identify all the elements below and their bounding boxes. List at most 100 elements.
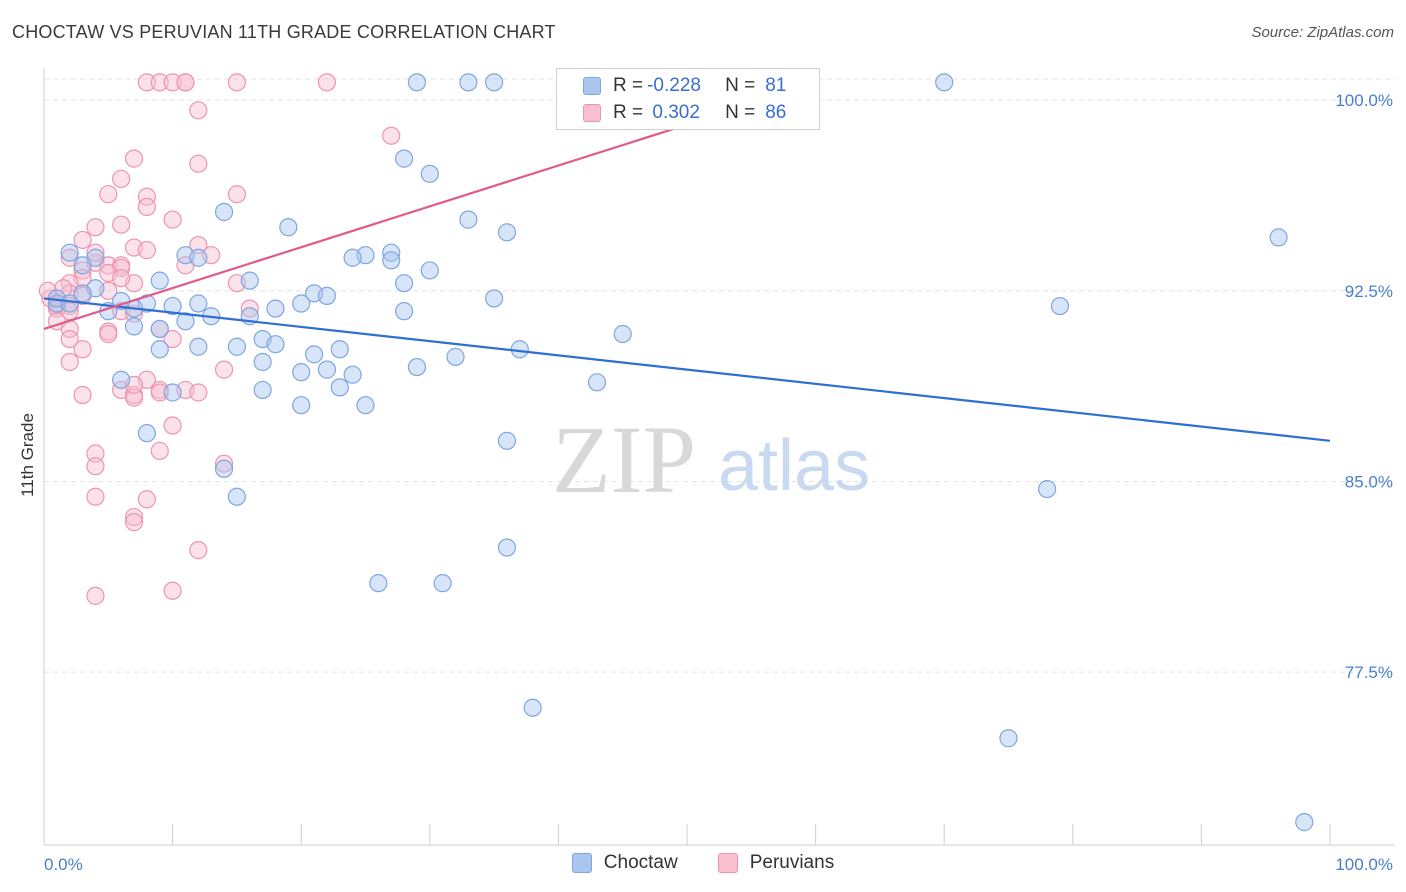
data-point-choctaw xyxy=(150,271,169,290)
data-point-peruvians xyxy=(214,360,234,379)
data-point-peruvians xyxy=(189,101,208,120)
series-legend: Choctaw Peruvians xyxy=(0,852,1406,874)
data-point-choctaw xyxy=(292,363,311,382)
data-point-peruvians xyxy=(86,218,105,237)
legend-item-peruvians[interactable]: Peruvians xyxy=(717,852,834,874)
data-point-peruvians xyxy=(382,126,401,145)
data-point-peruvians xyxy=(163,210,182,229)
data-point-choctaw xyxy=(73,256,92,275)
data-point-choctaw xyxy=(497,538,517,557)
n-label: N = xyxy=(725,102,756,123)
data-point-peruvians xyxy=(54,279,73,298)
data-point-choctaw xyxy=(433,574,452,593)
data-point-choctaw xyxy=(150,319,169,339)
data-point-choctaw xyxy=(292,294,311,313)
data-point-choctaw xyxy=(253,380,272,400)
legend-row-peruvians: R = 0.302 N = 86 xyxy=(583,100,786,126)
data-point-peruvians xyxy=(124,149,144,168)
data-point-choctaw xyxy=(613,324,632,344)
data-point-choctaw xyxy=(420,261,439,280)
data-point-peruvians xyxy=(86,487,105,506)
data-point-choctaw xyxy=(343,365,362,384)
watermark-zip: ZIP xyxy=(552,406,696,513)
data-point-choctaw xyxy=(330,340,349,359)
data-point-choctaw xyxy=(394,302,414,321)
data-point-peruvians xyxy=(73,261,92,280)
r-label: R = xyxy=(613,102,644,123)
data-point-peruvians xyxy=(317,73,337,92)
data-point-peruvians xyxy=(73,340,92,359)
data-point-peruvians xyxy=(60,352,79,372)
r-value: -0.228 xyxy=(647,75,701,96)
data-point-peruvians xyxy=(112,169,131,189)
chart-title: CHOCTAW VS PERUVIAN 11TH GRADE CORRELATI… xyxy=(12,22,556,42)
y-tick-label: 85.0% xyxy=(1345,472,1393,491)
data-point-peruvians xyxy=(150,73,169,92)
data-point-peruvians xyxy=(73,385,92,405)
data-point-choctaw xyxy=(266,335,285,354)
data-point-peruvians xyxy=(124,507,144,527)
data-point-peruvians xyxy=(214,454,234,473)
data-point-choctaw xyxy=(304,345,324,364)
trend-lines xyxy=(43,99,1331,442)
data-point-choctaw xyxy=(394,274,414,293)
data-point-choctaw xyxy=(60,294,79,313)
data-point-peruvians xyxy=(150,441,169,461)
data-point-choctaw xyxy=(240,271,259,290)
data-point-peruvians xyxy=(99,324,118,344)
data-point-peruvians xyxy=(189,154,208,173)
data-point-choctaw xyxy=(189,248,208,267)
data-point-choctaw xyxy=(292,396,311,415)
data-point-choctaw xyxy=(1269,228,1288,247)
data-point-choctaw xyxy=(1050,296,1070,316)
data-point-peruvians xyxy=(163,416,182,435)
n-value: 81 xyxy=(765,75,787,96)
data-point-peruvians xyxy=(227,73,246,92)
x-tick-label: 100.0% xyxy=(1335,855,1393,874)
data-point-choctaw xyxy=(407,73,427,92)
data-point-peruvians xyxy=(150,383,169,402)
trend-line-peruvians xyxy=(43,99,765,330)
data-point-choctaw xyxy=(317,286,337,305)
data-point-choctaw xyxy=(382,251,401,270)
data-point-choctaw xyxy=(330,378,349,397)
legend-swatch-peruvians xyxy=(583,104,601,122)
data-point-peruvians xyxy=(86,457,105,476)
data-point-peruvians xyxy=(189,235,208,255)
data-point-peruvians xyxy=(99,185,118,204)
legend-swatch-choctaw xyxy=(583,77,601,95)
data-point-choctaw xyxy=(407,357,427,377)
data-point-peruvians xyxy=(189,383,208,402)
r-value: 0.302 xyxy=(647,102,700,123)
data-point-choctaw xyxy=(163,296,182,316)
data-point-peruvians xyxy=(137,197,156,217)
data-point-choctaw xyxy=(60,243,79,262)
data-point-choctaw xyxy=(587,373,607,392)
source-label: Source: ZipAtlas.com xyxy=(1251,24,1394,41)
data-point-choctaw xyxy=(266,299,285,318)
data-point-choctaw xyxy=(214,202,234,222)
data-point-peruvians xyxy=(189,541,208,560)
data-point-choctaw xyxy=(163,383,182,402)
y-tick-label: 92.5% xyxy=(1345,282,1393,301)
axes xyxy=(43,68,1395,846)
data-point-choctaw xyxy=(227,487,246,506)
data-point-choctaw xyxy=(935,73,954,92)
watermark: ZIP atlas xyxy=(552,406,870,513)
data-point-choctaw xyxy=(485,289,504,308)
data-point-choctaw xyxy=(523,698,542,717)
data-point-peruvians xyxy=(240,299,259,318)
data-point-peruvians xyxy=(137,490,156,509)
data-point-choctaw xyxy=(279,218,298,237)
data-point-choctaw xyxy=(369,574,388,593)
data-point-peruvians xyxy=(227,185,246,204)
data-point-peruvians xyxy=(163,581,182,600)
legend-item-choctaw[interactable]: Choctaw xyxy=(571,852,678,874)
data-point-peruvians xyxy=(73,230,92,250)
data-point-choctaw xyxy=(446,347,465,366)
data-point-choctaw xyxy=(1037,479,1057,499)
data-point-choctaw xyxy=(214,459,234,478)
data-point-peruvians xyxy=(124,513,144,532)
data-point-choctaw xyxy=(497,223,517,242)
